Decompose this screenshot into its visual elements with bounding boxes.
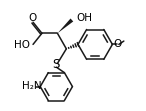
Text: OH: OH [76, 13, 92, 23]
Polygon shape [58, 19, 73, 33]
Text: O: O [113, 39, 121, 49]
Text: H₂N: H₂N [22, 81, 42, 91]
Text: HO: HO [14, 40, 30, 50]
Text: O: O [28, 13, 37, 23]
Text: S: S [53, 58, 60, 71]
